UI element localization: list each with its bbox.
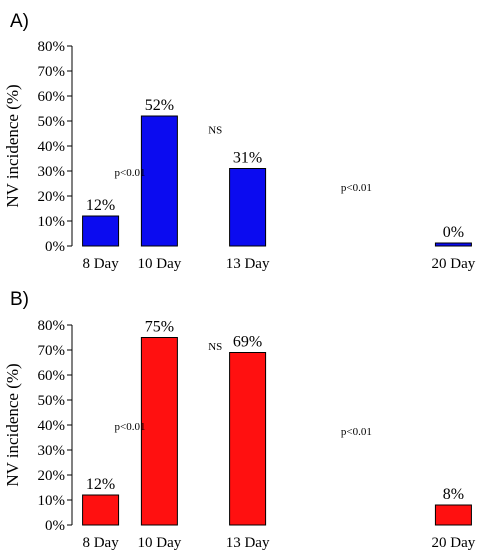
bar bbox=[140, 337, 178, 526]
y-tick-label: 60% bbox=[38, 368, 66, 384]
y-axis-label: NV incidence (%) bbox=[3, 363, 22, 486]
significance-annotation: p<0.01 bbox=[341, 182, 372, 194]
data-label: 69% bbox=[233, 334, 262, 351]
panel-label: A) bbox=[10, 11, 29, 32]
y-tick-label: 50% bbox=[38, 114, 66, 130]
y-tick-label: 20% bbox=[38, 468, 66, 484]
bar bbox=[82, 494, 120, 526]
data-label: 52% bbox=[145, 97, 174, 114]
y-tick-label: 40% bbox=[38, 139, 66, 155]
panel-b: B) 0% 10% 20% 30% 40% 50% 60% 70% 80% NV incidence… bbox=[3, 289, 476, 551]
data-label: 12% bbox=[86, 476, 115, 493]
bar bbox=[434, 242, 472, 247]
x-tick-label: 13 Day bbox=[226, 256, 270, 272]
y-tick-label: 20% bbox=[38, 189, 66, 205]
bar bbox=[229, 352, 267, 526]
y-axis-label: NV incidence (%) bbox=[3, 84, 22, 207]
significance-annotation: p<0.01 bbox=[115, 167, 146, 179]
y-tick-label: 70% bbox=[38, 64, 66, 80]
y-tick-label: 30% bbox=[38, 164, 66, 180]
bar bbox=[229, 168, 267, 247]
x-tick-label: 20 Day bbox=[432, 535, 476, 551]
significance-annotation: NS bbox=[208, 125, 222, 137]
data-label: 31% bbox=[233, 150, 262, 167]
x-tick-label: 20 Day bbox=[432, 256, 476, 272]
bar bbox=[434, 504, 472, 526]
data-label: 12% bbox=[86, 197, 115, 214]
x-tick-label: 13 Day bbox=[226, 535, 270, 551]
y-tick-label: 0% bbox=[45, 239, 65, 255]
data-label: 75% bbox=[145, 319, 174, 336]
bar bbox=[140, 115, 178, 247]
data-label: 8% bbox=[443, 486, 464, 503]
x-tick-label: 10 Day bbox=[138, 535, 182, 551]
significance-annotation: p<0.01 bbox=[115, 421, 146, 433]
x-tick-label: 10 Day bbox=[138, 256, 182, 272]
y-tick-label: 10% bbox=[38, 214, 66, 230]
y-tick-label: 70% bbox=[38, 343, 66, 359]
data-label: 0% bbox=[443, 224, 464, 241]
y-tick-label: 80% bbox=[38, 39, 66, 55]
significance-annotation: NS bbox=[208, 341, 222, 353]
panel-a: A) 0% 10% 20% 30% 40% 50% 60% 70% 80% NV incidence… bbox=[3, 11, 476, 272]
y-tick-label: 30% bbox=[38, 443, 66, 459]
y-tick-label: 80% bbox=[38, 318, 66, 334]
y-tick-label: 10% bbox=[38, 493, 66, 509]
y-tick-label: 40% bbox=[38, 418, 66, 434]
y-tick-label: 0% bbox=[45, 518, 65, 534]
y-tick-label: 50% bbox=[38, 393, 66, 409]
bar bbox=[82, 215, 120, 247]
y-tick-label: 60% bbox=[38, 89, 66, 105]
x-tick-label: 8 Day bbox=[82, 535, 119, 551]
panel-label: B) bbox=[10, 289, 29, 310]
significance-annotation: p<0.01 bbox=[341, 426, 372, 438]
x-tick-label: 8 Day bbox=[82, 256, 119, 272]
